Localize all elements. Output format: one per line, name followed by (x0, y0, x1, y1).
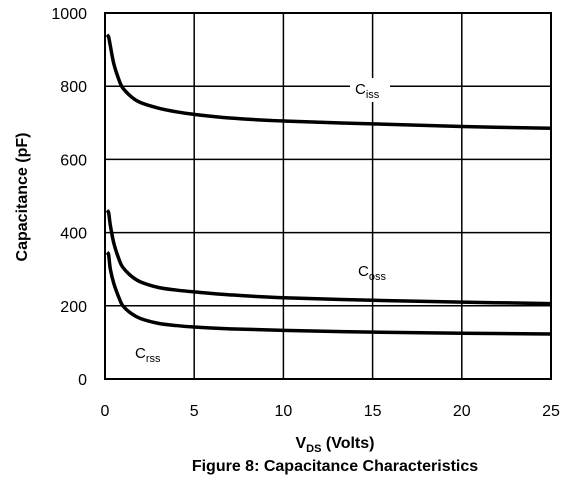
x-tick-label: 0 (101, 403, 110, 420)
y-tick-labels: 0 200 400 600 800 1000 (51, 6, 87, 389)
y-tick-label: 0 (78, 372, 87, 389)
x-tick-labels: 0 5 10 15 20 25 (101, 403, 560, 420)
x-tick-label: 25 (542, 403, 560, 420)
series-label-background (350, 78, 390, 102)
series-lines (105, 33, 552, 336)
x-axis-title: VDS (Volts) (296, 435, 375, 455)
series-label-ciss: Ciss (355, 81, 380, 101)
series-line-crss (105, 250, 552, 336)
series-line-ciss (105, 33, 552, 131)
x-tick-label: 20 (453, 403, 471, 420)
x-tick-label: 10 (275, 403, 293, 420)
chart-title: Figure 8: Capacitance Characteristics (192, 458, 478, 475)
series-line-coss (105, 208, 552, 306)
plot-area-frame (104, 12, 552, 380)
x-tick-label: 5 (190, 403, 199, 420)
y-tick-label: 600 (60, 152, 87, 169)
series-label-crss: Crss (135, 345, 161, 365)
y-tick-label: 800 (60, 79, 87, 96)
y-tick-label: 200 (60, 299, 87, 316)
y-tick-label: 1000 (51, 6, 87, 23)
series-label-coss: Coss (358, 263, 386, 283)
y-tick-label: 400 (60, 226, 87, 243)
grid (105, 13, 551, 379)
y-axis-title: Capacitance (pF) (14, 133, 31, 262)
x-tick-label: 15 (364, 403, 382, 420)
series-labels: Ciss Coss Crss (135, 78, 390, 365)
